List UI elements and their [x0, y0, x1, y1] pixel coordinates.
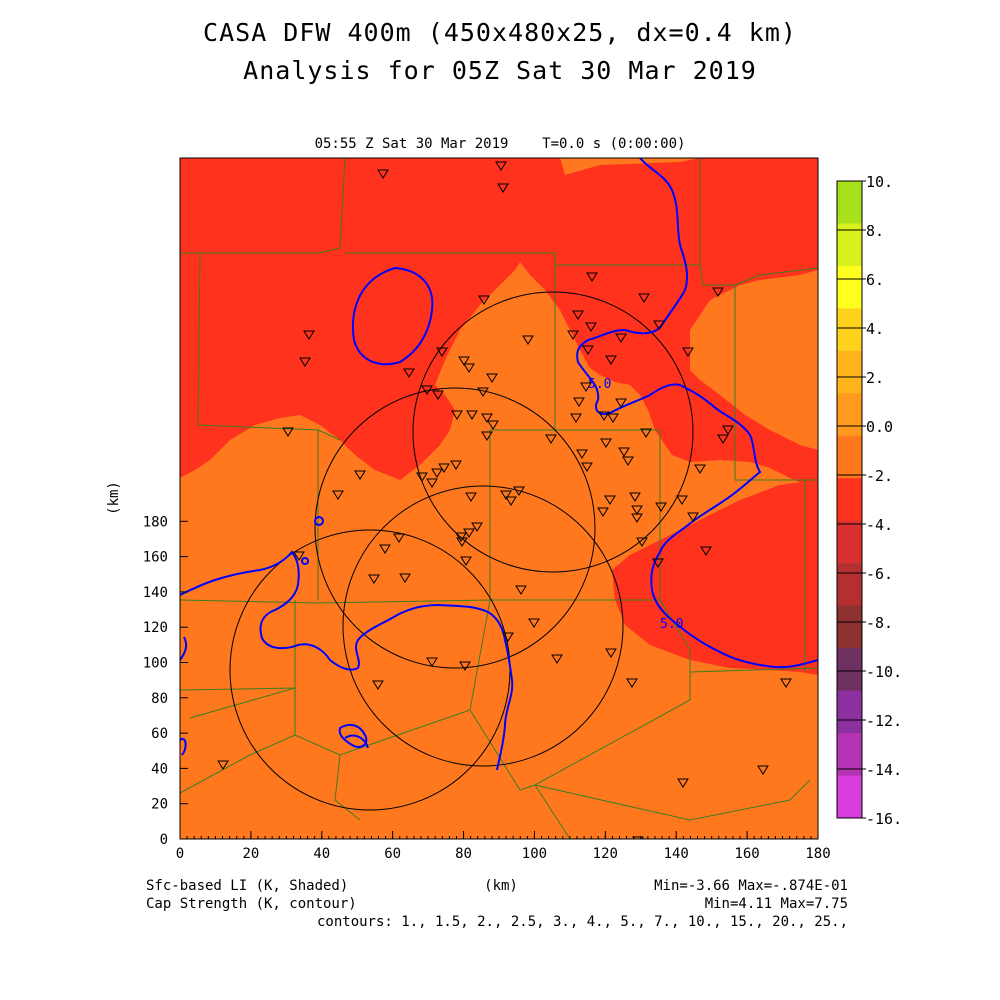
y-tick-label: 0	[160, 832, 168, 848]
colorbar-swatch	[837, 350, 862, 394]
county-boundaries	[180, 158, 818, 839]
x-axis-label: (km)	[484, 878, 518, 894]
radar-range-rings	[229, 291, 694, 811]
y-tick-label: 120	[143, 620, 168, 636]
y-tick-label: 40	[151, 761, 168, 777]
y-tick-label: 80	[151, 691, 168, 707]
colorbar-label: 8.	[866, 222, 884, 240]
y-tick-label: 100	[143, 656, 168, 672]
x-tick-label: 120	[593, 846, 618, 862]
valid-time-subtitle: 05:55 Z Sat 30 Mar 2019 T=0.0 s (0:00:00…	[314, 136, 686, 152]
colorbar-swatch	[837, 648, 862, 692]
colorbar-swatch	[837, 308, 862, 352]
colorbar-swatch	[837, 265, 862, 309]
y-axis-label: (km)	[106, 481, 122, 515]
map-title-line1: CASA DFW 400m (450x480x25, dx=0.4 km)	[203, 18, 797, 47]
colorbar: 10. 8. 6. 4. 2. 0.0 -2. -4. -6. -8. -10. -12. -14. -1…	[836, 173, 902, 828]
contour-levels: contours: 1., 1.5, 2., 2.5, 3., 4., 5., …	[317, 914, 848, 930]
colorbar-swatch	[837, 393, 862, 437]
contour-field-label: Cap Strength (K, contour)	[146, 896, 357, 912]
colorbar-label: -16.	[866, 810, 902, 828]
colorbar-label: 4.	[866, 320, 884, 338]
x-tick-label: 20	[242, 846, 259, 862]
x-tick-label: 100	[522, 846, 547, 862]
colorbar-label: 2.	[866, 369, 884, 387]
contour-label-5: 5.0	[588, 377, 611, 392]
colorbar-swatch	[837, 733, 862, 777]
colorbar-swatch	[837, 181, 862, 224]
x-axis: 0 20 40 60 80 100 120 140 160 180	[176, 831, 831, 862]
y-tick-label: 60	[151, 726, 168, 742]
li-shading-red-north	[180, 158, 818, 490]
colorbar-swatch	[837, 605, 862, 649]
colorbar-swatch	[837, 563, 862, 607]
colorbar-label: 6.	[866, 271, 884, 289]
x-tick-label: 180	[805, 846, 830, 862]
y-tick-label: 160	[143, 550, 168, 566]
colorbar-label: -12.	[866, 712, 902, 730]
x-tick-label: 160	[734, 846, 759, 862]
map-title-line2: Analysis for 05Z Sat 30 Mar 2019	[243, 56, 757, 85]
colorbar-label: -10.	[866, 663, 902, 681]
x-tick-label: 40	[313, 846, 330, 862]
x-tick-label: 60	[384, 846, 401, 862]
colorbar-swatch	[837, 775, 862, 819]
y-tick-label: 140	[143, 585, 168, 601]
y-tick-label: 20	[151, 797, 168, 813]
cap-strength-contours	[180, 158, 818, 771]
shaded-field-label: Sfc-based LI (K, Shaded)	[146, 878, 348, 894]
x-tick-label: 0	[176, 846, 184, 862]
colorbar-label: -4.	[866, 516, 893, 534]
shaded-field-range: Min=-3.66 Max=-.874E-01	[654, 878, 848, 894]
plot-area: 5.0 5.0	[180, 158, 818, 839]
colorbar-label: -8.	[866, 614, 893, 632]
colorbar-label: 10.	[866, 173, 893, 191]
colorbar-swatch	[837, 690, 862, 734]
x-tick-label: 80	[455, 846, 472, 862]
colorbar-label: 0.0	[866, 418, 893, 436]
colorbar-label: -14.	[866, 761, 902, 779]
x-tick-label: 140	[664, 846, 689, 862]
y-axis: 0 20 40 60 80 100 120 140 160 180	[143, 514, 188, 848]
contour-field-range: Min=4.11 Max=7.75	[705, 896, 848, 912]
li-shading-red-southeast	[612, 480, 818, 675]
colorbar-swatch	[837, 520, 862, 564]
y-tick-label: 180	[143, 514, 168, 530]
contour-label-5: 5.0	[660, 617, 683, 632]
colorbar-swatch	[837, 435, 862, 479]
colorbar-label: -6.	[866, 565, 893, 583]
colorbar-swatch	[837, 223, 862, 267]
colorbar-swatch	[837, 478, 862, 522]
colorbar-label: -2.	[866, 467, 893, 485]
